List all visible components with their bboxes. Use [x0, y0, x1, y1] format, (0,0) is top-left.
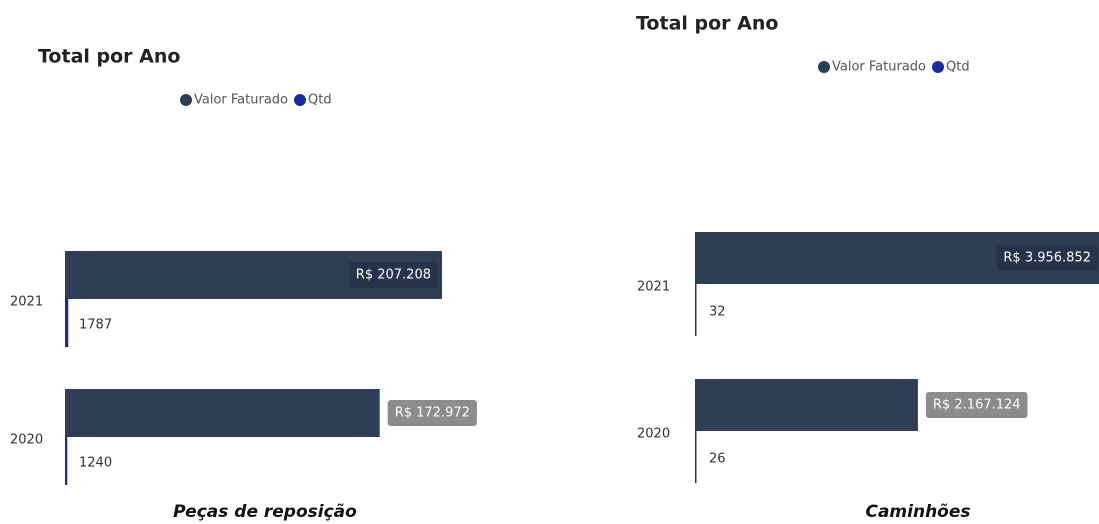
legend-marker [180, 94, 192, 106]
data-label-box [996, 245, 1098, 271]
legend-label: Qtd [308, 93, 332, 108]
y-tick-label: 2020 [10, 433, 43, 448]
legend-marker [818, 61, 830, 73]
data-label: R$ 172.972 [395, 406, 470, 421]
y-tick-label: 2021 [637, 280, 670, 295]
legend-marker [294, 94, 306, 106]
chart-title: Total por Ano [636, 13, 778, 35]
legend-label: Valor Faturado [194, 93, 288, 108]
data-label-box [348, 262, 438, 288]
y-tick-label: 2020 [637, 427, 670, 442]
bar [695, 431, 697, 483]
chart-caption: Caminhões [865, 502, 970, 522]
chart-caption: Peças de reposição [173, 502, 357, 522]
data-label: R$ 3.956.852 [1003, 251, 1091, 266]
data-label: 1787 [79, 318, 112, 333]
legend-marker [932, 61, 944, 73]
data-label: 32 [709, 305, 726, 320]
data-label-box [925, 392, 1028, 418]
bar [65, 389, 380, 437]
legend-label: Qtd [946, 60, 970, 75]
y-tick-label: 2021 [10, 295, 43, 310]
bar [695, 284, 697, 336]
data-label: R$ 2.167.124 [933, 398, 1021, 413]
bar [65, 299, 69, 347]
legend-label: Valor Faturado [832, 60, 926, 75]
bar [65, 437, 68, 485]
bar [695, 379, 918, 431]
chart-title: Total por Ano [38, 46, 180, 68]
data-label: 1240 [79, 456, 112, 471]
data-label-box [387, 400, 477, 426]
data-label: R$ 207.208 [356, 268, 431, 283]
data-label: 26 [709, 452, 726, 467]
